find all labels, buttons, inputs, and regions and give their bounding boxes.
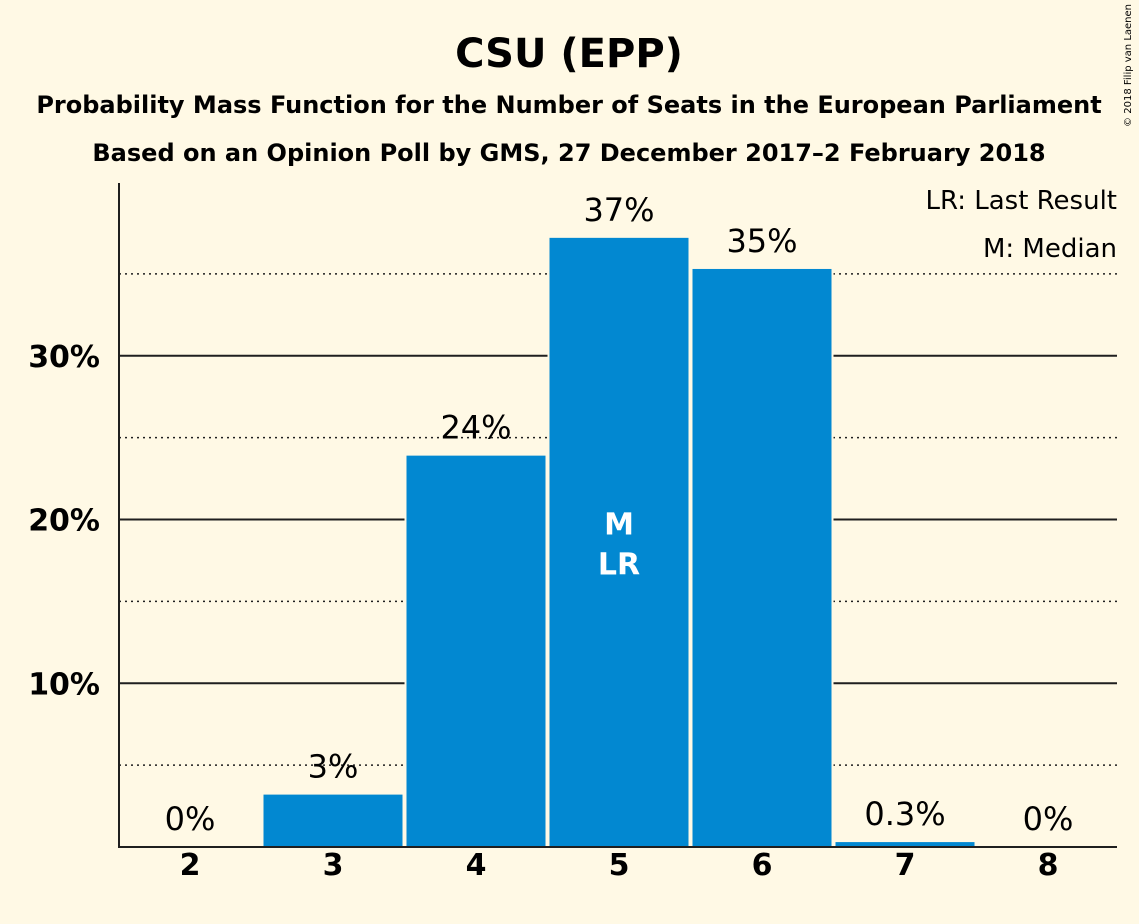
chart-title: CSU (EPP)	[455, 31, 683, 77]
chart-subtitle: Probability Mass Function for the Number…	[36, 91, 1101, 119]
y-tick-label: 30%	[28, 340, 100, 375]
x-tick-label: 6	[752, 848, 773, 883]
bar-value-label: 0.3%	[864, 795, 945, 833]
x-tick-label: 4	[466, 848, 487, 883]
bar-value-label: 35%	[726, 222, 797, 260]
median-marker: M	[604, 507, 634, 542]
bar-value-label: 0%	[1023, 800, 1074, 838]
bar-seats-6	[692, 268, 832, 847]
y-tick-label: 20%	[28, 504, 100, 539]
bar-seats-4	[406, 455, 546, 847]
x-tick-label: 5	[609, 848, 630, 883]
bars: 0% 2 3% 3 24% 4 37% 5 M LR 35% 6 0.3% 7 0% 8	[165, 191, 1074, 883]
chart-subtitle-poll: Based on an Opinion Poll by GMS, 27 Dece…	[92, 139, 1045, 167]
x-tick-label: 8	[1038, 848, 1059, 883]
x-tick-label: 2	[180, 848, 201, 883]
bar-value-label: 0%	[165, 800, 216, 838]
bar-seats-7	[835, 842, 975, 847]
x-tick-label: 7	[895, 848, 916, 883]
bar-value-label: 3%	[308, 748, 359, 786]
bar-value-label: 37%	[583, 191, 654, 229]
legend-median: M: Median	[983, 234, 1117, 264]
bar-seats-5	[549, 237, 689, 848]
last-result-marker: LR	[598, 547, 640, 582]
bar-value-label: 24%	[440, 409, 511, 447]
bar-seats-3	[263, 794, 403, 847]
legend-last-result: LR: Last Result	[925, 186, 1117, 216]
y-tick-label: 10%	[28, 667, 100, 702]
x-tick-label: 3	[323, 848, 344, 883]
axes	[118, 183, 1117, 848]
copyright-notice: © 2018 Filip van Laenen	[1123, 4, 1134, 127]
